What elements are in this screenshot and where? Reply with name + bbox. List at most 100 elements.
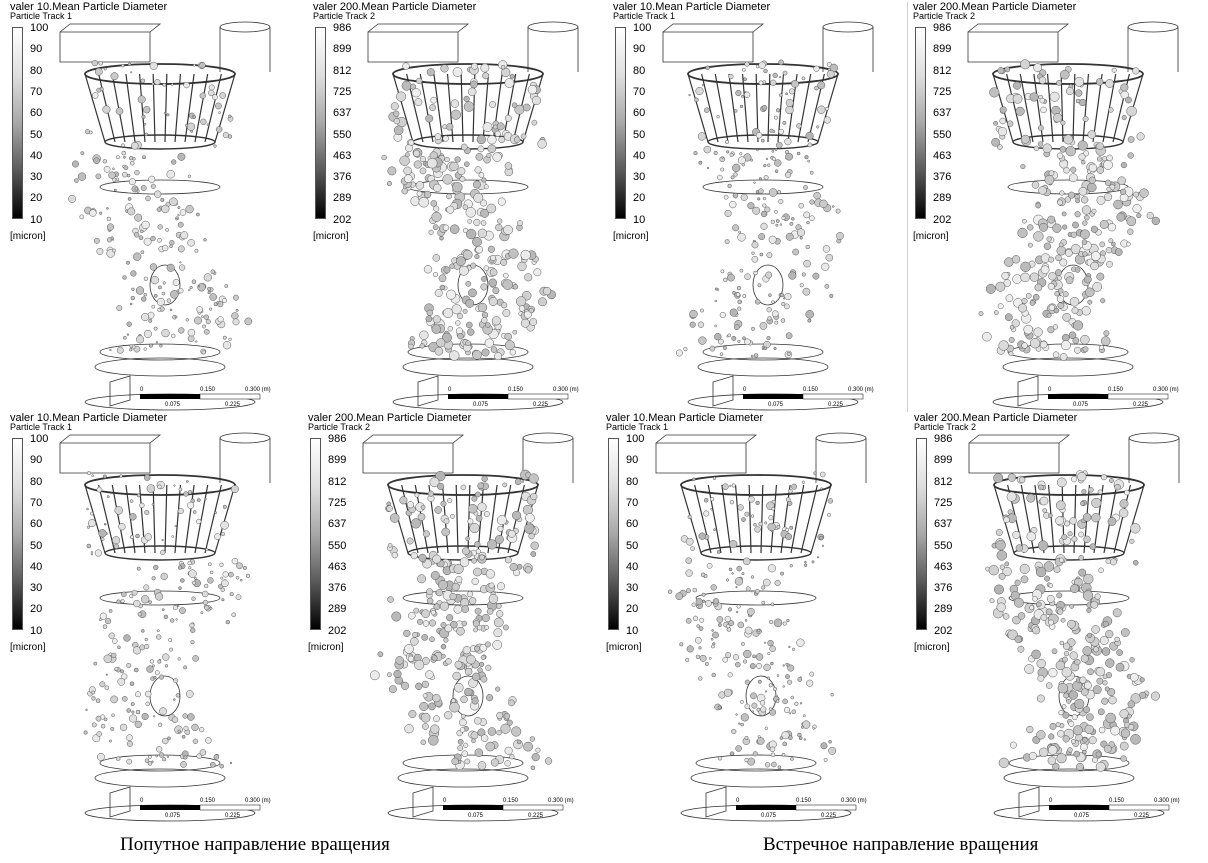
cage-bar <box>721 484 732 554</box>
particle <box>988 565 999 576</box>
particle <box>758 188 764 194</box>
particle <box>817 105 826 114</box>
particle <box>827 512 831 517</box>
particle <box>468 597 477 605</box>
particle <box>1002 566 1012 577</box>
particle <box>1071 714 1078 721</box>
particle <box>201 349 206 355</box>
particle <box>1057 730 1065 738</box>
particle <box>99 681 106 688</box>
particle <box>798 202 805 209</box>
particle <box>105 618 112 625</box>
legend-tick-label: 986 <box>934 433 953 445</box>
particle <box>525 513 535 523</box>
particle <box>1082 115 1089 122</box>
particle <box>998 757 1010 768</box>
particle <box>196 753 203 759</box>
particle <box>716 616 724 623</box>
particle <box>759 252 764 257</box>
particle <box>1130 693 1141 704</box>
particle <box>147 761 153 766</box>
particle <box>725 652 732 659</box>
particle <box>1040 265 1050 275</box>
particle <box>806 220 810 225</box>
particle <box>477 502 487 512</box>
particle <box>1012 93 1023 104</box>
particle <box>143 643 150 650</box>
particle <box>491 316 501 326</box>
particle-cloud <box>68 59 253 355</box>
particle <box>1124 489 1130 496</box>
particle <box>1072 337 1080 344</box>
particle <box>1083 681 1092 690</box>
cage-bar <box>1019 73 1034 143</box>
particle <box>219 92 226 99</box>
simulation-panel: 0 0.150 0.300 (m) 0.075 0.225 valer 200.Mean … <box>913 2 1208 412</box>
particle <box>158 722 163 727</box>
scale-segment <box>199 393 261 400</box>
outlet-pipe <box>822 27 874 72</box>
particle <box>826 70 835 79</box>
particle <box>771 761 777 768</box>
particle <box>691 602 696 607</box>
particle <box>1085 287 1095 298</box>
particle <box>151 664 155 668</box>
particle <box>685 657 690 662</box>
particle <box>1059 146 1067 153</box>
particle <box>198 726 205 733</box>
particle <box>761 345 765 349</box>
particle <box>465 536 470 542</box>
particle <box>753 522 757 527</box>
cage-bar <box>741 73 749 143</box>
particle <box>1074 698 1085 709</box>
particle <box>1053 566 1061 574</box>
particle <box>734 577 744 586</box>
particle <box>767 652 771 656</box>
particle <box>393 117 400 125</box>
legend-tick-label: 812 <box>328 475 347 488</box>
particle <box>1081 196 1089 204</box>
particle <box>989 598 995 604</box>
particle <box>450 109 461 120</box>
particle <box>130 295 135 301</box>
particle <box>88 130 93 135</box>
particle <box>148 600 152 604</box>
cage-bar <box>522 73 544 143</box>
particle <box>464 667 473 676</box>
particle <box>687 514 692 520</box>
particle <box>750 590 754 593</box>
particle <box>698 626 704 631</box>
particle <box>748 496 755 503</box>
legend-tick-label: 986 <box>933 22 952 34</box>
particle <box>1038 186 1047 195</box>
scale-label: 0.225 <box>1133 402 1149 408</box>
particle <box>464 161 470 167</box>
particle <box>1035 202 1042 209</box>
particle <box>100 537 105 541</box>
particle <box>429 104 437 112</box>
particle <box>756 662 762 669</box>
particle <box>1063 134 1074 145</box>
particle <box>453 563 464 575</box>
particle <box>109 348 112 352</box>
particle <box>112 536 121 545</box>
particle <box>1108 696 1117 705</box>
particle <box>169 244 173 249</box>
cage-bar <box>767 73 771 143</box>
particle <box>751 255 759 263</box>
legend-tick-label: 899 <box>933 43 952 56</box>
particle <box>453 604 463 614</box>
particle <box>201 315 204 318</box>
particle <box>214 511 217 515</box>
particle <box>1118 508 1129 518</box>
particle <box>1074 267 1081 273</box>
particle <box>1059 190 1065 196</box>
particle <box>406 537 414 545</box>
particle <box>465 340 471 346</box>
particle <box>727 672 733 678</box>
particle <box>685 569 693 577</box>
particle <box>416 190 423 197</box>
scale-segment <box>802 393 864 400</box>
particle <box>751 710 755 713</box>
particle <box>1058 709 1064 716</box>
